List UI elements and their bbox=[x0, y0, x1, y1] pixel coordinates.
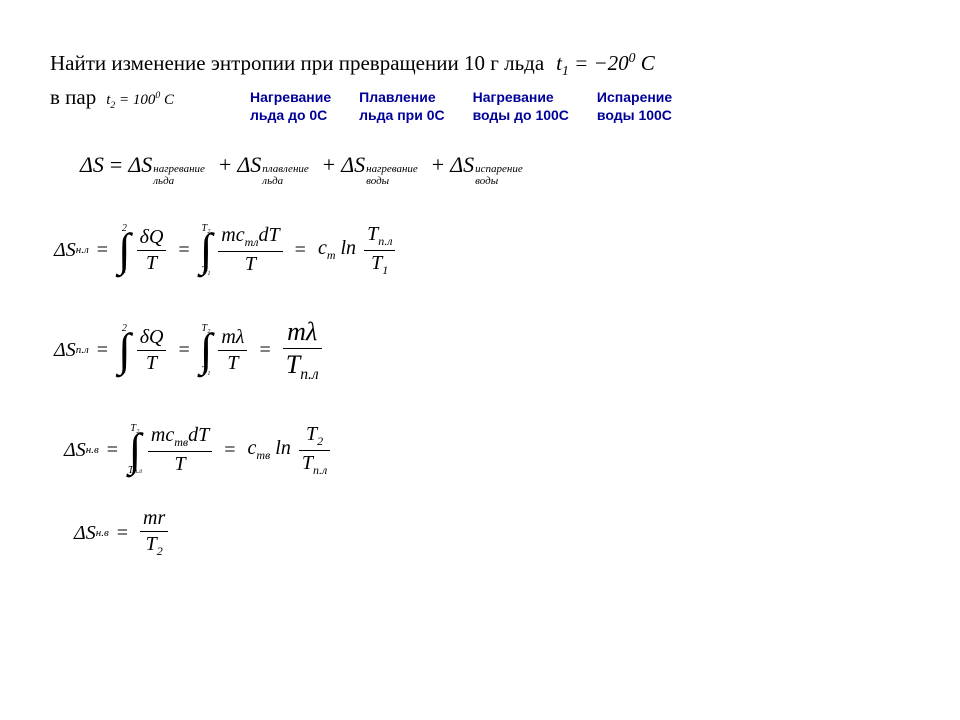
equation-heating-ice: ΔSн.л = 2 ∫ 1 δQ T = T₂ ∫ T₁ mcтлdT T = … bbox=[54, 213, 910, 287]
subscript-melting-ice: плавление льда bbox=[262, 164, 309, 187]
label-heating-water: Нагревание воды до 100С bbox=[473, 89, 569, 124]
integral-icon: 2 ∫ 1 bbox=[118, 324, 131, 376]
problem-text-1: Найти изменение энтропии при превращении… bbox=[50, 51, 544, 76]
label-melting-ice: Плавление льда при 0С bbox=[359, 89, 444, 124]
problem-text-2: в пар bbox=[50, 85, 96, 110]
t1-equation: t1 = −200 C bbox=[556, 50, 655, 79]
label-heating-ice: Нагревание льда до 0С bbox=[250, 89, 331, 124]
t2-equation: t2 = 1000 C bbox=[106, 90, 174, 111]
problem-statement-line1: Найти изменение энтропии при превращении… bbox=[50, 50, 910, 79]
label-evaporation: Испарение воды 100С bbox=[597, 89, 672, 124]
integral-icon: 2 ∫ 1 bbox=[118, 224, 131, 276]
subscript-evaporation: испарение воды bbox=[475, 164, 523, 187]
stage-labels-row: Нагревание льда до 0С Плавление льда при… bbox=[250, 89, 910, 124]
entropy-sum-equation: ΔS = ΔS нагревание льда + ΔS плавление л… bbox=[80, 152, 910, 187]
subscript-heating-ice: нагревание льда bbox=[153, 164, 205, 187]
integral-icon: T₂ ∫ T₁ bbox=[200, 224, 213, 276]
subscript-heating-water: нагревание воды bbox=[366, 164, 418, 187]
integral-icon: T₂ ∫ T₁ bbox=[200, 324, 213, 376]
equation-evaporation: ΔSн.в = mr T2 bbox=[74, 505, 910, 561]
equation-melting-ice: ΔSп.л = 2 ∫ 1 δQ T = T₂ ∫ T₁ mλ T = mλ T… bbox=[54, 313, 910, 387]
equation-heating-water: ΔSн.в = T₂ ∫ Tп.л mcтвdT T = cтв ln T2 T… bbox=[64, 413, 910, 487]
integral-icon: T₂ ∫ Tп.л bbox=[128, 424, 142, 476]
